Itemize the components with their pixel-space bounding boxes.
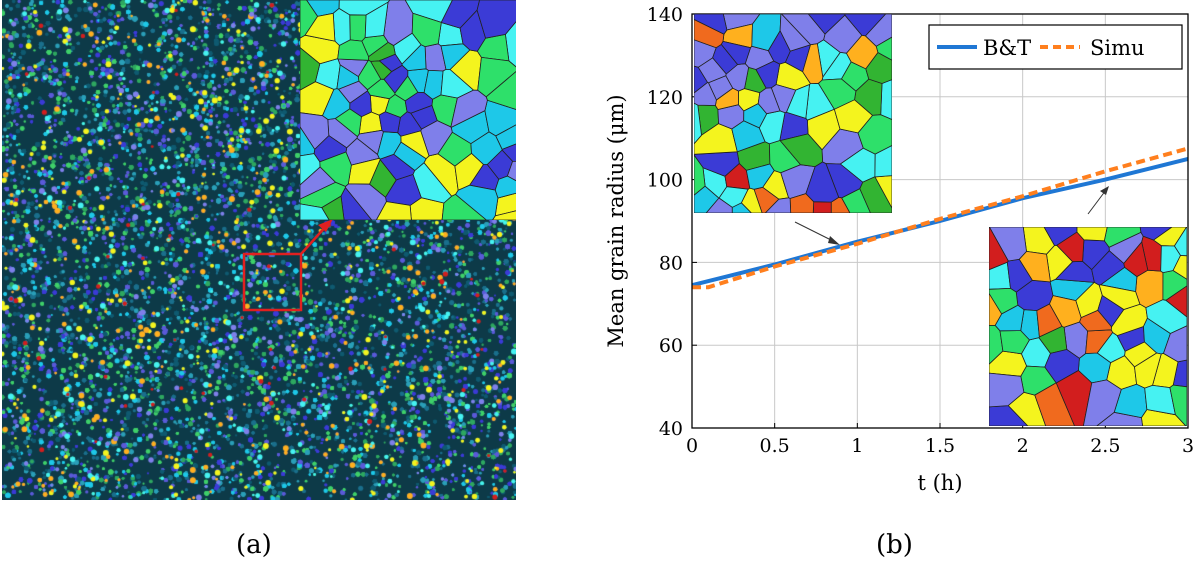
tick-labels: 0 0.5 1 1.5 2 2.5 3 40 60 80 100 120 140 — [647, 4, 1194, 457]
inset-grains-early — [694, 14, 892, 213]
grain — [476, 0, 516, 39]
pointer-arrow-1-head — [828, 236, 840, 245]
grain — [694, 185, 720, 213]
zoomed-grains-inset — [300, 0, 516, 220]
grain — [697, 57, 727, 84]
grain — [781, 14, 826, 46]
x-tick-label: 1 — [851, 435, 863, 457]
legend: B&T Simu — [928, 24, 1183, 70]
grain — [321, 195, 345, 220]
grain — [718, 186, 749, 208]
grain — [1098, 284, 1141, 310]
grain — [397, 111, 422, 137]
pointer-arrow-2 — [1087, 189, 1107, 215]
grain — [1123, 241, 1149, 278]
grain — [364, 1, 389, 38]
grain — [300, 47, 321, 91]
grain — [337, 39, 370, 61]
pointer-arrow-2-head — [1100, 186, 1109, 195]
grain — [989, 287, 1019, 315]
y-tick-label: 120 — [647, 87, 683, 109]
grain — [989, 405, 1029, 426]
panel-label-b: (b) — [876, 530, 913, 560]
x-axis-label: t (h) — [917, 471, 962, 495]
x-tick-label: 2.5 — [1090, 435, 1120, 457]
zoom-annotation — [242, 219, 333, 312]
x-tick-label: 1.5 — [925, 435, 955, 457]
grain — [1169, 384, 1187, 426]
grain — [319, 151, 352, 187]
grain — [411, 12, 442, 48]
grain — [989, 227, 1009, 271]
grain — [506, 160, 516, 182]
panel-label-a: (a) — [236, 530, 272, 560]
grain — [874, 145, 892, 178]
grain — [833, 99, 874, 134]
series-line-simu — [692, 146, 1189, 290]
grain — [720, 40, 752, 65]
grain — [694, 81, 717, 106]
legend-label-bt: B&T — [983, 36, 1031, 60]
grain — [1049, 295, 1082, 328]
grain — [440, 43, 471, 70]
grain — [1036, 303, 1063, 338]
x-tick-label: 0 — [686, 435, 698, 457]
legend-label-simu: Simu — [1090, 36, 1145, 60]
x-tick-label: 0.5 — [760, 435, 790, 457]
inset-pointers — [794, 186, 1109, 245]
zoom-arrow-head — [318, 219, 333, 232]
series-lines — [691, 146, 1189, 290]
grain — [745, 163, 775, 190]
grain — [404, 91, 434, 114]
grain — [989, 372, 1025, 408]
y-tick-label: 60 — [659, 335, 683, 357]
grain — [400, 130, 430, 160]
micrograph-panel — [2, 0, 516, 500]
grain — [492, 210, 516, 220]
grain — [880, 79, 892, 121]
grain — [846, 34, 879, 70]
grain — [304, 12, 336, 42]
x-tick-label: 2 — [1017, 435, 1029, 457]
grain — [1124, 341, 1158, 368]
inset-b2-mosaic — [989, 227, 1187, 426]
grain — [378, 111, 401, 134]
grain — [455, 184, 499, 220]
grain — [1082, 379, 1122, 426]
grain — [369, 158, 397, 198]
grain — [394, 75, 419, 102]
inset-b1-mosaic — [694, 14, 892, 213]
grain — [812, 201, 832, 213]
y-tick-label: 100 — [647, 170, 683, 192]
grain — [1172, 255, 1187, 280]
grain — [764, 197, 792, 213]
grain — [1076, 227, 1108, 242]
inset-a-mosaic — [300, 0, 516, 220]
grain — [757, 87, 781, 115]
y-tick-label: 40 — [659, 418, 683, 440]
inset-grains-late — [989, 227, 1187, 426]
grain — [751, 14, 782, 52]
y-tick-label: 80 — [659, 252, 683, 274]
grain — [694, 14, 728, 35]
grain — [1163, 325, 1187, 363]
grain — [789, 193, 815, 213]
pointer-arrow-1 — [794, 221, 836, 243]
y-tick-label: 140 — [647, 4, 683, 26]
zoom-box — [242, 252, 303, 312]
grain — [999, 330, 1030, 355]
grain — [334, 108, 362, 138]
y-axis-label: Mean grain radius (μm) — [604, 94, 628, 347]
grain — [805, 161, 840, 203]
grain — [300, 153, 321, 186]
grain — [450, 89, 488, 128]
x-tick-label: 3 — [1182, 435, 1194, 457]
